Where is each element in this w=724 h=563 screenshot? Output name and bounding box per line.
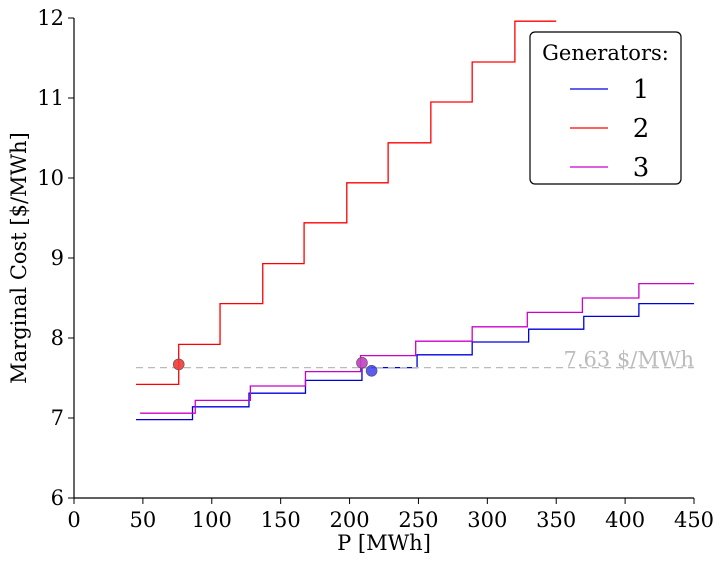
x-ticks: 0 50 100 150 200 250 300 350 400 450 [67, 498, 714, 532]
x-tick-label: 350 [536, 508, 576, 532]
series-3-line [140, 282, 694, 414]
series-2-line [136, 20, 557, 386]
dispatch-point-3 [356, 356, 368, 369]
dispatch-point-1 [365, 364, 378, 377]
x-tick-label: 250 [398, 508, 438, 532]
legend-label-2: 2 [633, 114, 650, 144]
legend-label-3: 3 [633, 153, 650, 183]
legend: Generators: 1 2 3 [529, 31, 682, 185]
legend-title: Generators: [542, 41, 669, 65]
x-tick-label: 100 [192, 508, 232, 532]
x-axis-label: P [MWh] [337, 531, 431, 555]
y-tick-label: 11 [37, 86, 64, 110]
legend-box [529, 31, 682, 185]
series-1-line [136, 302, 694, 421]
x-tick-label: 450 [674, 508, 714, 532]
y-tick-label: 8 [51, 326, 64, 350]
y-tick-label: 6 [51, 486, 64, 510]
x-tick-label: 200 [330, 508, 370, 532]
price-line-group: 7.63 $/MWh [136, 348, 694, 372]
legend-items: 1 2 3 [570, 75, 649, 183]
x-tick-label: 0 [67, 508, 80, 532]
price-label: 7.63 $/MWh [564, 348, 694, 372]
legend-label-1: 1 [633, 75, 650, 105]
x-tick-label: 400 [605, 508, 645, 532]
x-tick-label: 300 [467, 508, 507, 532]
y-tick-label: 7 [51, 406, 64, 430]
dispatch-point-2 [172, 358, 185, 371]
y-tick-label: 10 [37, 166, 64, 190]
y-tick-label: 12 [37, 6, 64, 30]
dispatch-markers [172, 356, 378, 377]
y-axis-label: Marginal Cost [$/MWh] [7, 132, 31, 384]
x-tick-label: 50 [130, 508, 157, 532]
plot-lines [136, 20, 694, 421]
y-tick-label: 9 [51, 246, 64, 270]
x-tick-label: 150 [261, 508, 301, 532]
y-ticks: 6 7 8 9 10 11 12 [37, 6, 74, 510]
